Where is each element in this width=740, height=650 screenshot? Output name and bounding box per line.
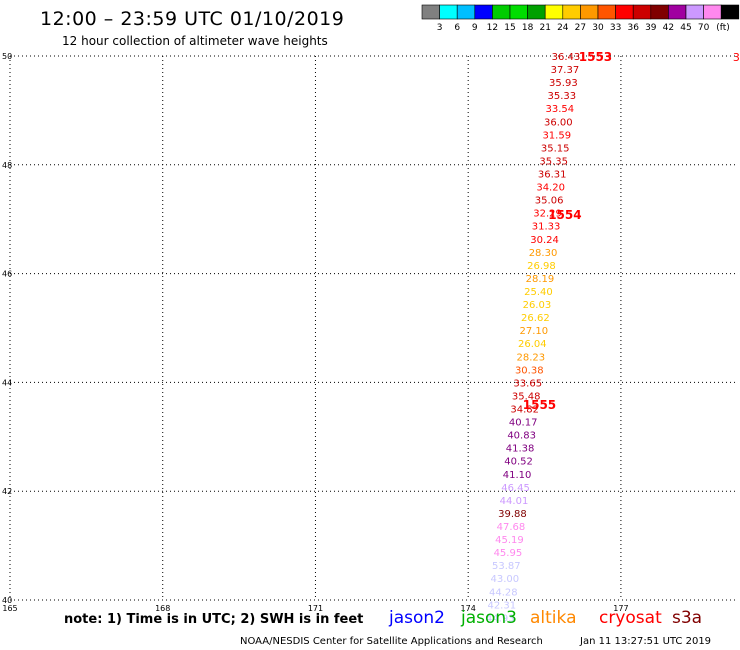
lon-tick-label: 168: [155, 604, 170, 613]
swh-value-label: 36.31: [538, 170, 567, 181]
swh-value-label: 26.03: [523, 300, 552, 311]
swh-value-label: 35.15: [541, 143, 570, 154]
swh-value-label: 32.29: [533, 209, 562, 220]
swh-value-label: 33.65: [513, 378, 542, 389]
swh-value-label: 28.19: [526, 274, 555, 285]
swh-value-label: 44.93: [486, 613, 515, 624]
swh-value-label: 45.19: [495, 535, 524, 546]
swh-value-label: 41.38: [506, 444, 535, 455]
swh-value-label: 40.83: [507, 431, 536, 442]
lat-tick-label: 44: [2, 378, 12, 387]
lon-tick-label: 171: [308, 604, 323, 613]
pass-number-label: 1554: [548, 208, 581, 222]
swh-value-label: 42.31: [487, 600, 516, 611]
swh-value-label: 35.48: [512, 391, 541, 402]
swh-value-label: 34.20: [536, 183, 565, 194]
swh-value-label: 30.38: [515, 365, 544, 376]
lat-tick-label: 42: [2, 487, 12, 496]
swh-value-label: 31.33: [532, 222, 561, 233]
swh-value-label: 37.37: [551, 65, 580, 76]
swh-value-label: 35.06: [535, 196, 564, 207]
swh-value-label: 33.54: [545, 104, 574, 115]
edge-value-label: 32: [733, 51, 740, 64]
swh-value-label: 40.17: [509, 418, 538, 429]
swh-value-label: 28.30: [529, 248, 558, 259]
swh-value-label: 35.33: [548, 91, 577, 102]
swh-value-label: 44.28: [489, 587, 518, 598]
swh-value-label: 35.35: [539, 156, 568, 167]
lat-tick-label: 48: [2, 161, 12, 170]
swh-value-label: 36.43: [552, 52, 581, 63]
swh-value-label: 27.10: [520, 326, 549, 337]
pass-number-label: 1553: [579, 50, 612, 64]
pass-number-label: 1555: [523, 398, 556, 412]
legend-jason3: jason3: [461, 608, 517, 628]
swh-value-label: 39.88: [498, 509, 527, 520]
legend-altika: altika: [530, 608, 577, 628]
swh-value-label: 47.68: [497, 522, 526, 533]
lat-tick-label: 40: [2, 596, 12, 605]
swh-value-label: 25.40: [524, 287, 553, 298]
lon-tick-label: 177: [613, 604, 628, 613]
swh-value-label: 35.93: [549, 78, 578, 89]
lon-tick-label: 174: [461, 604, 476, 613]
swh-value-label: 31.59: [542, 130, 571, 141]
swh-value-label: 53.87: [492, 561, 521, 572]
legend-jason2: jason2: [389, 608, 445, 628]
swh-value-label: 26.62: [521, 313, 550, 324]
swh-value-label: 46.45: [501, 483, 530, 494]
swh-value-label: 40.52: [504, 457, 533, 468]
units-note: note: 1) Time is in UTC; 2) SWH is in fe…: [64, 612, 364, 627]
page-subtitle: 12 hour collection of altimeter wave hei…: [62, 34, 328, 48]
generated-timestamp: Jan 11 13:27:51 UTC 2019: [580, 636, 712, 647]
lon-tick-label: 165: [2, 604, 17, 613]
legend-s3a: s3a: [672, 608, 703, 628]
swh-value-label: 43.00: [491, 574, 520, 585]
swh-value-label: 30.24: [530, 235, 559, 246]
lat-tick-label: 46: [2, 270, 12, 279]
swh-value-label: 36.00: [544, 117, 573, 128]
lat-tick-label: 50: [2, 52, 12, 61]
swh-value-label: 28.23: [516, 352, 545, 363]
swh-value-label: 45.95: [494, 548, 523, 559]
swh-value-label: 26.04: [518, 339, 547, 350]
legend-cryosat: cryosat: [599, 608, 662, 628]
source-credit: NOAA/NESDIS Center for Satellite Applica…: [240, 636, 543, 647]
page-title: 12:00 – 23:59 UTC 01/10/2019: [40, 8, 345, 30]
swh-value-label: 26.98: [527, 261, 556, 272]
swh-value-label: 44.01: [500, 496, 529, 507]
swh-value-label: 34.82: [510, 405, 539, 416]
swh-value-label: 41.10: [503, 470, 532, 481]
